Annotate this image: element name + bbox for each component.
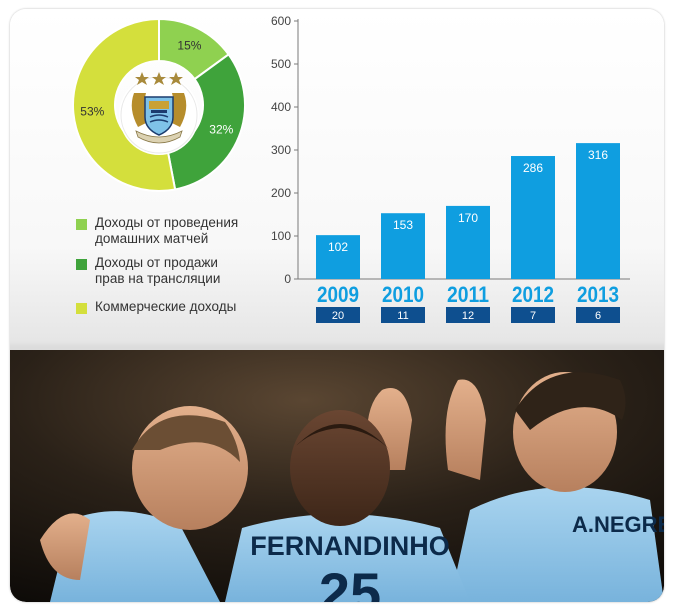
rank-label: 20 [332, 310, 344, 322]
legend-swatch [76, 259, 87, 270]
rank-label: 11 [397, 310, 408, 322]
y-tick-label: 400 [271, 100, 291, 114]
bar-value-label: 153 [393, 218, 413, 232]
bar-value-label: 170 [458, 211, 478, 225]
bar-value-label: 286 [523, 161, 543, 175]
jersey-number: 25 [319, 561, 381, 602]
legend-item-commercial: Коммерческие доходы [76, 299, 236, 315]
bar-value-label: 102 [328, 240, 348, 254]
legend-item-broadcast-rights: Доходы от продажи прав на трансляции [76, 255, 220, 287]
legend-swatch [76, 219, 87, 230]
rank-label: 12 [462, 310, 474, 322]
y-tick-label: 300 [271, 143, 291, 157]
donut-slice-label: 32% [209, 123, 233, 137]
rank-label: 7 [530, 310, 536, 322]
bar [381, 213, 425, 279]
x-category-label: 2012 [512, 282, 554, 307]
bar [511, 156, 555, 279]
legend-label: Коммерческие доходы [95, 299, 237, 314]
y-tick-label: 500 [271, 57, 291, 71]
legend-item-home-matches: Доходы от проведения домашних матчей [76, 215, 238, 247]
jersey-name-center: FERNANDINHO [250, 531, 450, 561]
infographic-card: 15% 32% 53% Доходы от проведения домашних … [10, 9, 664, 602]
y-tick-label: 200 [271, 186, 291, 200]
revenue-bar-chart: 0 100 200 300 400 500 600 102 2009 20 153 2010 11 17… [271, 14, 630, 323]
bar [446, 205, 490, 279]
x-category-label: 2011 [447, 282, 489, 307]
legend-label: Доходы от продажи прав на трансляции [95, 255, 221, 286]
bar [576, 143, 620, 279]
y-tick-label: 600 [271, 14, 291, 28]
legend-swatch [76, 303, 87, 314]
x-category-label: 2010 [382, 282, 424, 307]
bar-value-label: 316 [588, 148, 608, 162]
rank-badge [316, 307, 360, 323]
x-category-label: 2013 [577, 282, 619, 307]
rank-label: 6 [595, 310, 601, 322]
jersey-name-right: A.NEGRE [572, 512, 664, 537]
x-category-label: 2009 [317, 282, 359, 307]
y-tick-label: 100 [271, 229, 291, 243]
rank-badge [511, 307, 555, 323]
rank-badge [576, 307, 620, 323]
rank-badge [446, 307, 490, 323]
donut-slice-label: 15% [177, 38, 201, 52]
donut-slice [166, 53, 246, 191]
y-tick-label: 0 [284, 272, 291, 286]
revenue-donut-chart: 15% 32% 53% [72, 17, 246, 192]
legend-label: Доходы от проведения домашних матчей [95, 215, 239, 246]
bar [316, 235, 360, 279]
rank-badge [381, 307, 425, 323]
donut-slice-label: 53% [80, 104, 104, 118]
club-crest-icon [119, 72, 199, 155]
players-celebration-photo: A.NEGRE FERNANDINHO 25 [10, 350, 664, 602]
